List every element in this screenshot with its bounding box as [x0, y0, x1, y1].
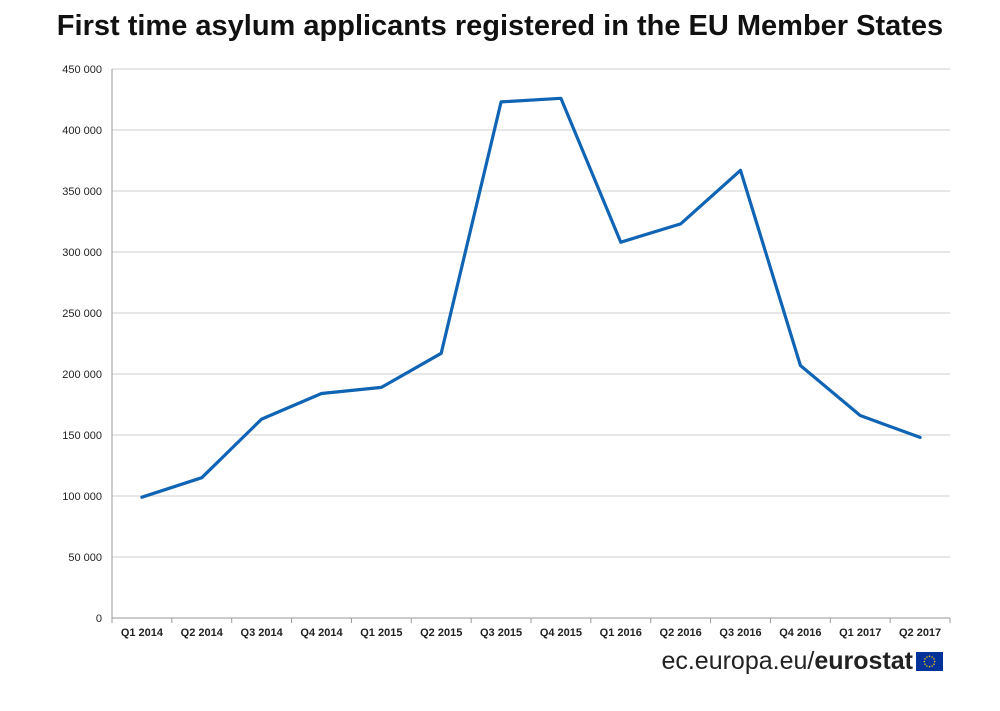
y-tick-label: 200 000	[62, 369, 102, 381]
y-tick-label: 350 000	[62, 186, 102, 198]
y-tick-label: 400 000	[62, 125, 102, 137]
x-tick-label: Q4 2015	[540, 627, 582, 639]
eurostat-wordmark: eurostat	[814, 647, 913, 675]
gridlines	[112, 68, 950, 558]
y-tick-label: 300 000	[62, 247, 102, 259]
series-layer	[140, 96, 922, 499]
x-tick-label: Q1 2017	[839, 627, 881, 639]
x-tick-label: Q3 2015	[480, 627, 522, 639]
x-tick-label: Q1 2015	[360, 627, 402, 639]
x-tick-label: Q2 2015	[420, 627, 462, 639]
y-tick-label: 0	[96, 613, 102, 625]
y-tick-label: 150 000	[62, 430, 102, 442]
x-tick-label: Q3 2016	[719, 627, 761, 639]
chart-title: First time asylum applicants registered …	[56, 10, 944, 42]
x-tick-label: Q4 2016	[779, 627, 821, 639]
eu-flag-icon	[916, 652, 943, 671]
x-tick-label: Q4 2014	[300, 627, 343, 639]
series-line	[140, 96, 922, 499]
y-tick-label: 250 000	[62, 308, 102, 320]
x-tick-label: Q2 2014	[181, 627, 224, 639]
x-tick-label: Q2 2017	[899, 627, 941, 639]
x-tick-label: Q1 2016	[600, 627, 642, 639]
x-tick-label: Q1 2014	[121, 627, 164, 639]
source-url-text: ec.europa.eu/	[661, 647, 815, 675]
x-tick-label: Q3 2014	[241, 627, 284, 639]
y-axis-tick-labels: 0 50 000 100 000 150 000 200 000 250 000 300 0…	[62, 64, 102, 625]
x-tick-label: Q2 2016	[660, 627, 702, 639]
x-axis-tick-labels: Q1 2014 Q2 2014 Q3 2014 Q4 2014 Q1 2015 Q2 20…	[111, 618, 951, 639]
y-tick-label: 450 000	[62, 64, 102, 76]
source-credit: ec.europa.eu/eurostat	[661, 647, 943, 676]
y-tick-label: 100 000	[62, 491, 102, 503]
y-tick-label: 50 000	[68, 552, 102, 564]
